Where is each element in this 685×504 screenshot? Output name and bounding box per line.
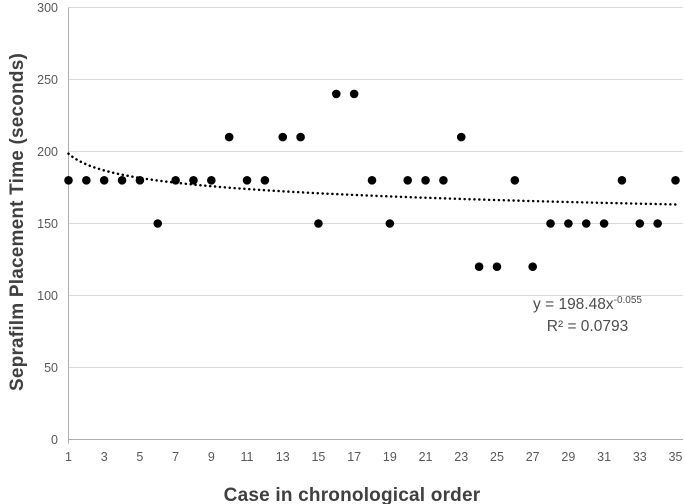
data-point [207, 176, 216, 185]
data-point [385, 219, 395, 228]
equation-exponent-text: -0.055 [613, 295, 642, 306]
x-axis-title: Case in chronological order [223, 485, 481, 504]
x-tick-label: 27 [526, 450, 540, 464]
data-point [439, 176, 448, 185]
x-tick-label: 31 [597, 450, 611, 464]
data-point [546, 219, 555, 228]
data-point [278, 132, 288, 142]
x-tick-label: 11 [241, 450, 254, 464]
y-tick-label: 100 [37, 289, 58, 303]
data-point [349, 89, 359, 99]
y-axis-title: Seprafilm Placement Time (seconds) [7, 52, 28, 392]
x-tick-label: 7 [172, 450, 179, 464]
data-point [510, 176, 520, 185]
y-tick-label: 0 [51, 433, 58, 447]
trendline-equation: y = 198.48x-0.055 [505, 290, 670, 316]
x-tick-label: 29 [561, 450, 575, 464]
data-point [635, 219, 645, 228]
x-tick-label: 33 [633, 450, 647, 464]
x-tick-label: 19 [383, 450, 397, 464]
x-tick-label: 17 [347, 450, 361, 464]
data-point [224, 132, 234, 142]
x-tick-label: 35 [669, 450, 683, 464]
data-point [599, 219, 609, 228]
x-tick-label: 3 [101, 450, 108, 464]
equation-base-text: y = 198.48x [533, 296, 614, 314]
data-point [564, 219, 573, 228]
x-tick-label: 13 [276, 450, 290, 464]
data-point [153, 219, 163, 228]
data-point [64, 176, 73, 185]
x-tick-label: 25 [490, 450, 504, 464]
y-tick-label: 50 [44, 361, 58, 375]
data-point [581, 219, 591, 228]
x-tick-label: 15 [311, 450, 325, 464]
data-point [474, 262, 484, 272]
trendline-annotation: y = 198.48x-0.055 R² = 0.0793 [505, 290, 670, 338]
data-point [296, 132, 305, 142]
data-point [528, 262, 537, 272]
data-point [242, 176, 252, 185]
data-point [82, 176, 91, 185]
data-point [421, 176, 430, 185]
y-tick-label: 250 [37, 73, 58, 87]
data-point [189, 176, 198, 185]
x-tick-label: 1 [65, 450, 72, 464]
data-point [403, 176, 413, 185]
x-tick-label: 21 [419, 450, 433, 464]
data-point [671, 176, 680, 185]
data-point [171, 176, 180, 185]
data-point [653, 219, 662, 228]
data-point [492, 262, 502, 272]
data-point [314, 219, 323, 228]
data-point [260, 176, 270, 185]
data-point [367, 176, 377, 185]
r-squared-label: R² = 0.0793 [546, 318, 629, 336]
y-tick-label: 150 [37, 217, 58, 231]
data-point [99, 176, 109, 185]
data-point [456, 132, 466, 142]
y-tick-label: 300 [37, 1, 58, 15]
trendline [67, 152, 677, 206]
data-point [331, 89, 341, 99]
data-point [135, 176, 145, 185]
data-point [617, 176, 627, 185]
x-tick-label: 9 [208, 450, 215, 464]
y-tick-label: 200 [37, 145, 58, 159]
data-point [117, 176, 127, 185]
x-tick-label: 23 [454, 450, 468, 464]
x-tick-label: 5 [136, 450, 143, 464]
